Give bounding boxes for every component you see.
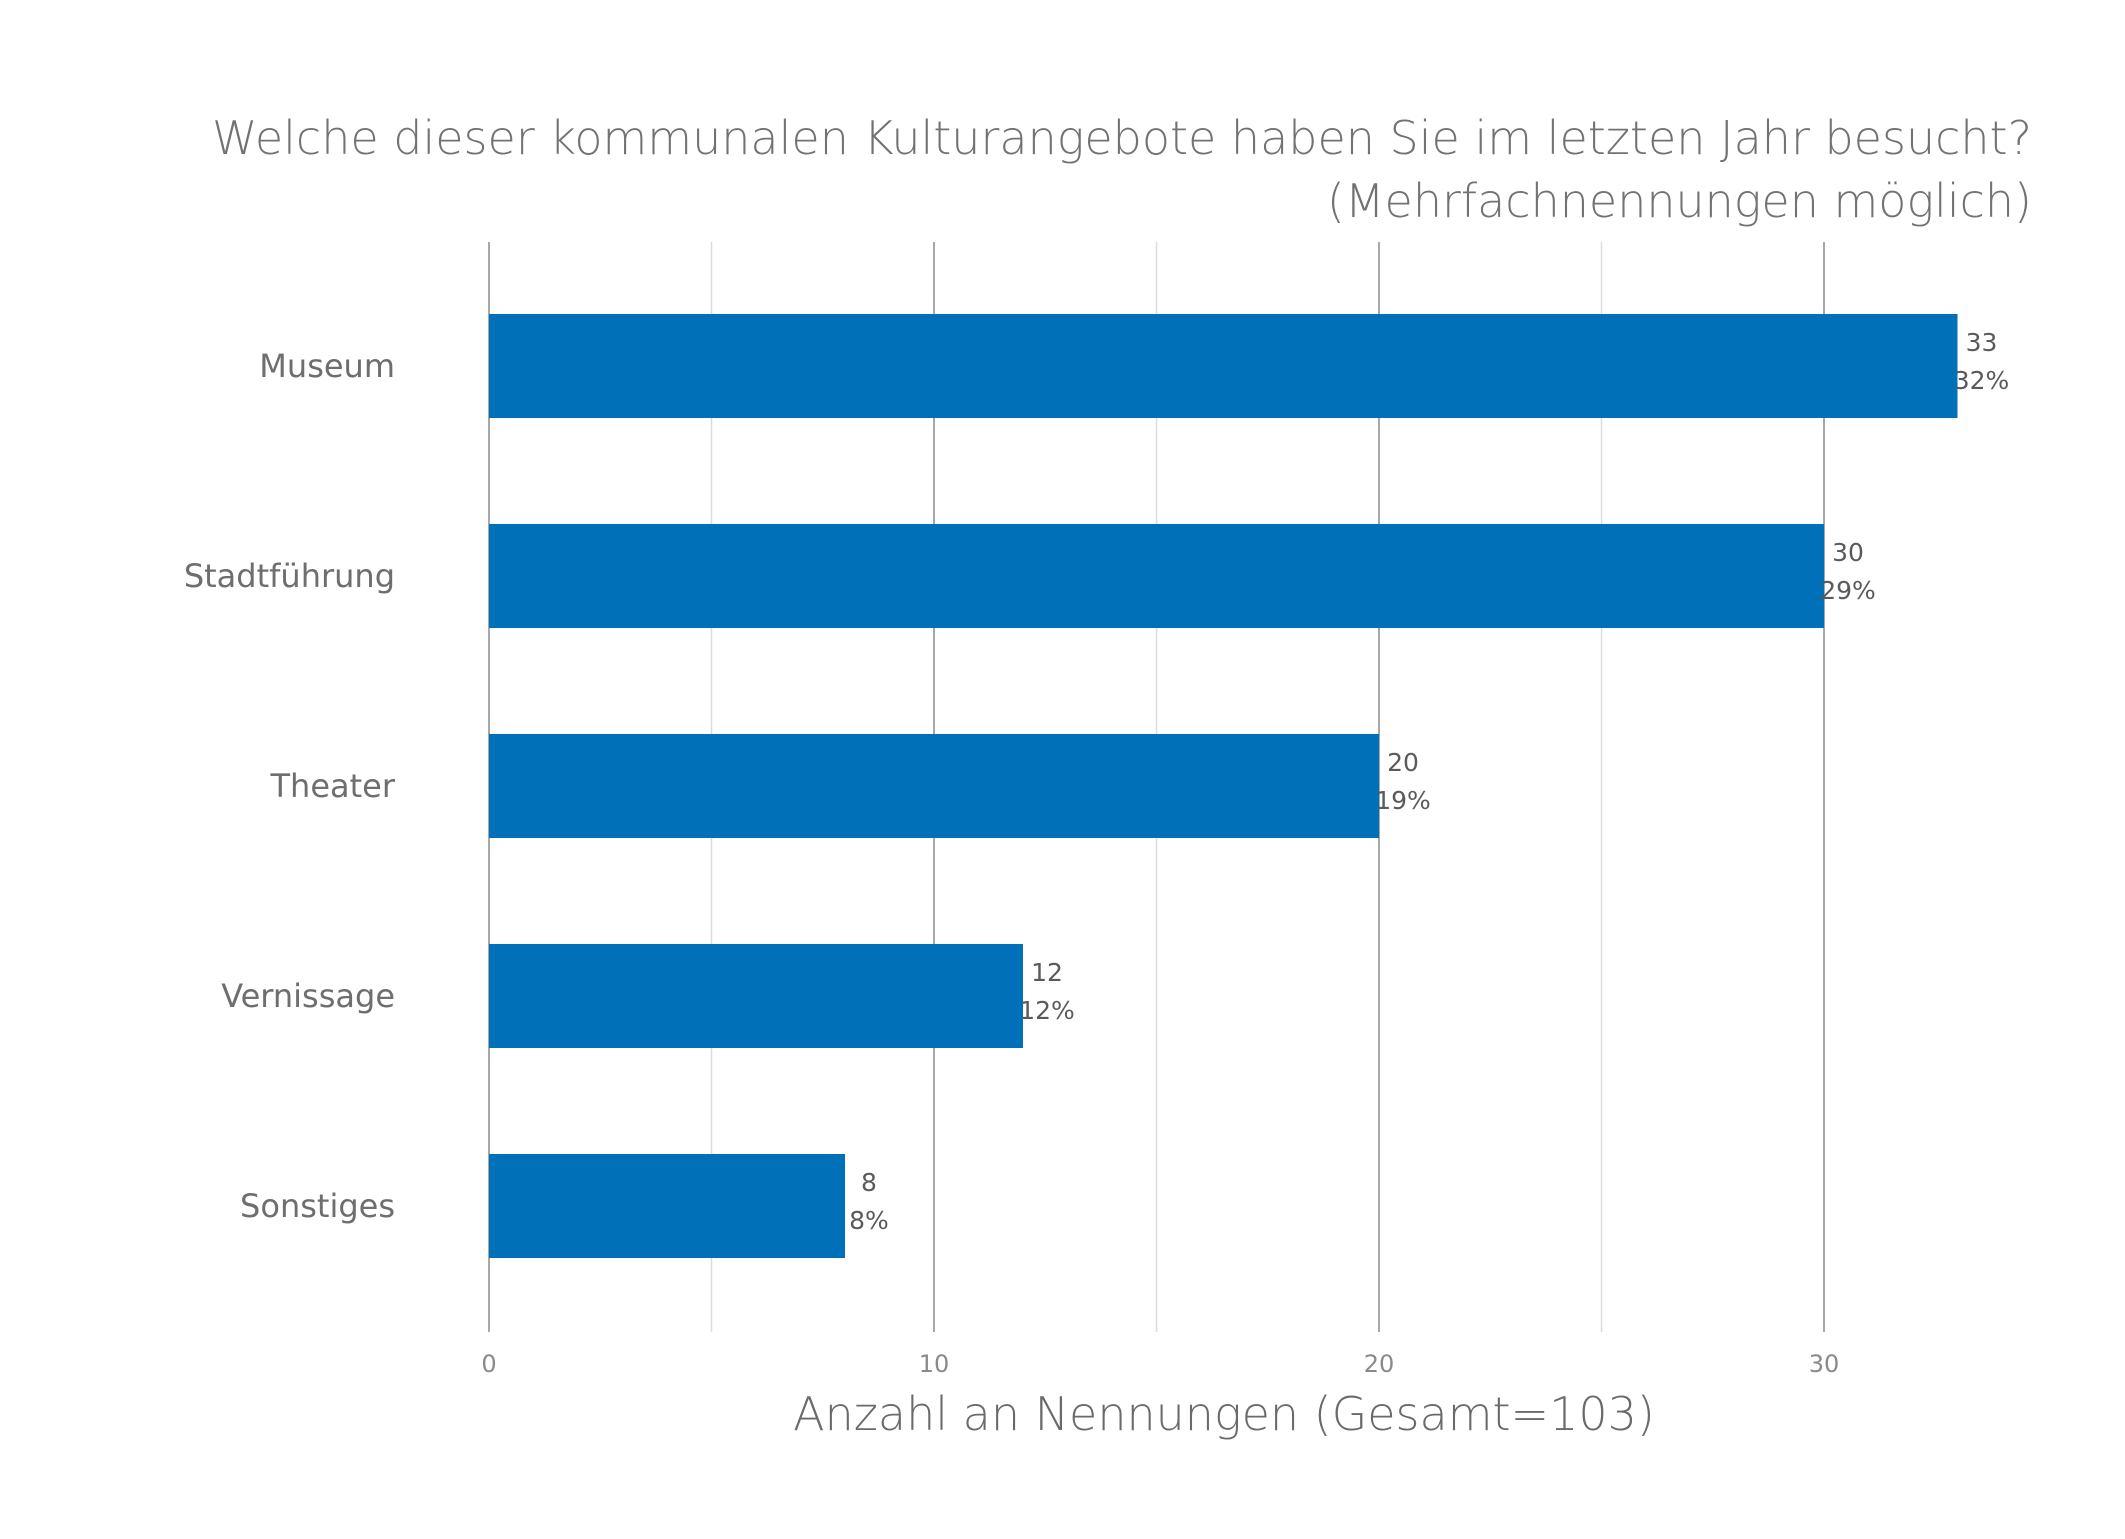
x-tick-labels: 0 10 20 30 [481,1350,1839,1378]
bar-vernissage [489,944,1023,1048]
value-label-vernissage: 12 [1031,958,1063,987]
x-tick-label-30: 30 [1809,1350,1840,1378]
chart-subtitle: (Mehrfachnennungen möglich) [1327,174,2032,228]
percent-label-museum: 32% [1954,366,2010,395]
data-labels: 33 32% 30 29% 20 19% 12 12% 8 8% [849,328,2009,1235]
category-label-stadtf-hrung: Stadtführung [184,557,395,595]
percent-label-sonstiges: 8% [849,1206,889,1235]
x-tick-label-10: 10 [919,1350,950,1378]
x-tick-label-20: 20 [1364,1350,1395,1378]
category-label-theater: Theater [269,767,395,805]
value-label-theater: 20 [1387,748,1419,777]
category-labels: Museum Stadtführung Theater Vernissage Sonst… [184,347,396,1225]
bar-theater [489,734,1379,838]
category-label-museum: Museum [259,347,395,385]
category-label-vernissage: Vernissage [221,977,395,1015]
bar-museum [489,314,1958,418]
percent-label-theater: 19% [1375,786,1431,815]
bar-stadtf-hrung [489,524,1824,628]
value-label-sonstiges: 8 [861,1168,877,1197]
x-tick-label-0: 0 [481,1350,496,1378]
x-axis-label: Anzahl an Nennungen (Gesamt=103) [793,1387,1655,1441]
category-label-sonstiges: Sonstiges [240,1187,395,1225]
bar-sonstiges [489,1154,845,1258]
percent-label-vernissage: 12% [1019,996,1075,1025]
value-label-museum: 33 [1966,328,1998,357]
value-label-stadtf-hrung: 30 [1832,538,1864,567]
percent-label-stadtf-hrung: 29% [1820,576,1876,605]
chart-title: Welche dieser kommunalen Kulturangebote … [212,111,2032,165]
bars [489,314,1958,1258]
